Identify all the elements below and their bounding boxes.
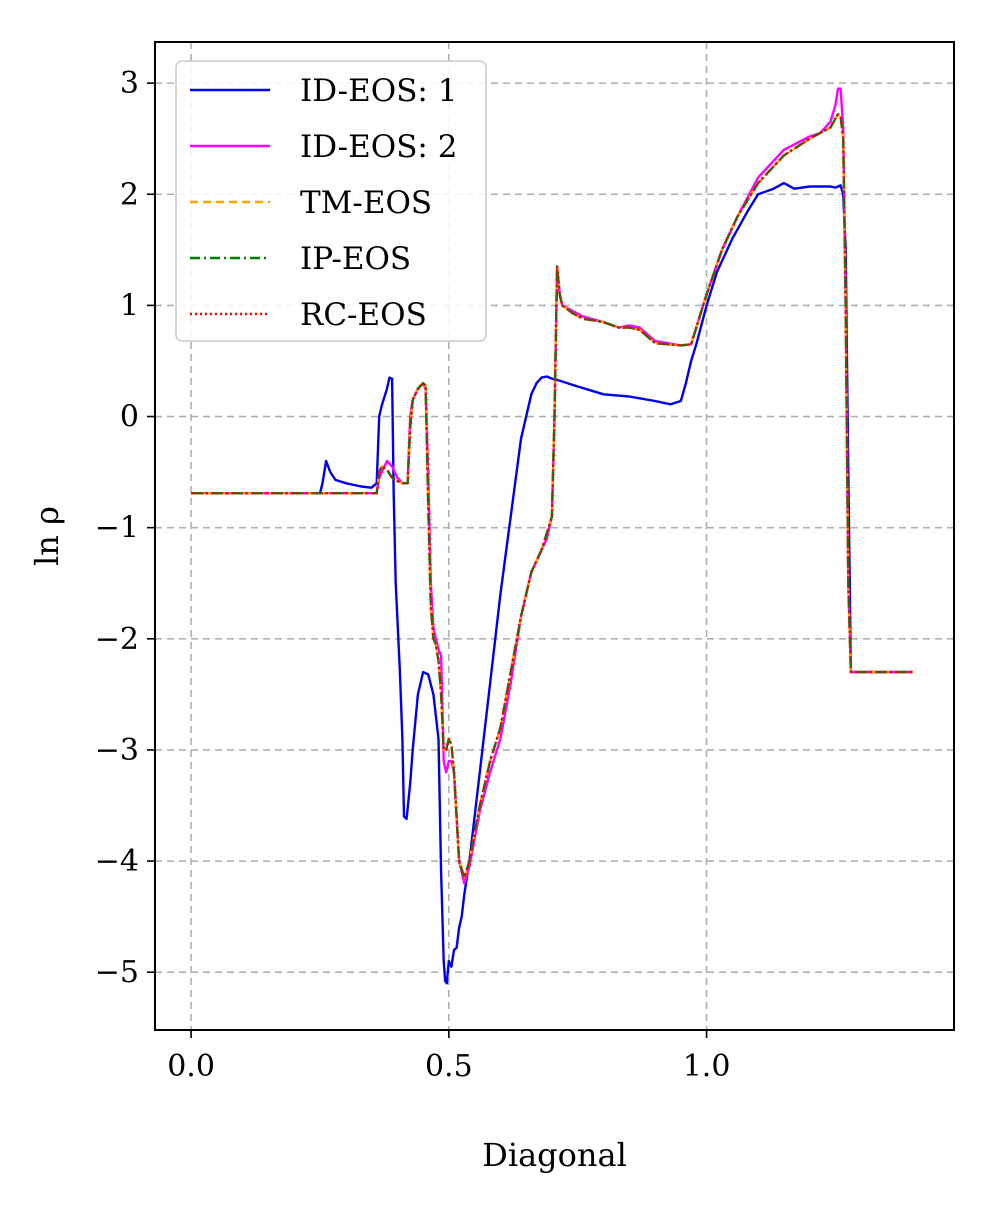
legend-label: TM-EOS bbox=[300, 185, 432, 221]
legend-label: ID-EOS: 1 bbox=[300, 73, 457, 109]
y-tick-label: 1 bbox=[120, 288, 139, 323]
x-tick-label: 0.5 bbox=[425, 1049, 473, 1084]
series-line-5 bbox=[191, 113, 913, 879]
y-tick-label: −3 bbox=[95, 733, 139, 768]
legend: ID-EOS: 1 ID-EOS: 2 TM-EOS IP-EOS RC-EOS bbox=[175, 60, 487, 342]
legend-box bbox=[175, 60, 487, 342]
y-tick-label: 0 bbox=[120, 400, 139, 435]
x-tick-label: 0.0 bbox=[167, 1049, 215, 1084]
legend-label: IP-EOS bbox=[300, 241, 411, 277]
plot-frame bbox=[154, 41, 955, 1031]
y-tick-label: 2 bbox=[120, 177, 139, 212]
x-axis-label: Diagonal bbox=[482, 1136, 627, 1174]
y-tick-label: −5 bbox=[95, 955, 139, 990]
x-tick-label: 1.0 bbox=[683, 1049, 731, 1084]
y-tick-label: −2 bbox=[95, 622, 139, 657]
legend-label: ID-EOS: 2 bbox=[300, 129, 457, 165]
y-tick-label: −4 bbox=[95, 844, 139, 879]
y-tick-label: −1 bbox=[95, 511, 139, 546]
axis-ticks: 0.0 0.5 1.0 3 2 1 0 −1 −2 −3 −4 −5 bbox=[95, 66, 731, 1084]
legend-label: RC-EOS bbox=[300, 297, 427, 333]
y-tick-label: 3 bbox=[120, 66, 139, 101]
y-axis-label: ln ρ bbox=[28, 506, 66, 566]
series-layer bbox=[191, 87, 913, 985]
